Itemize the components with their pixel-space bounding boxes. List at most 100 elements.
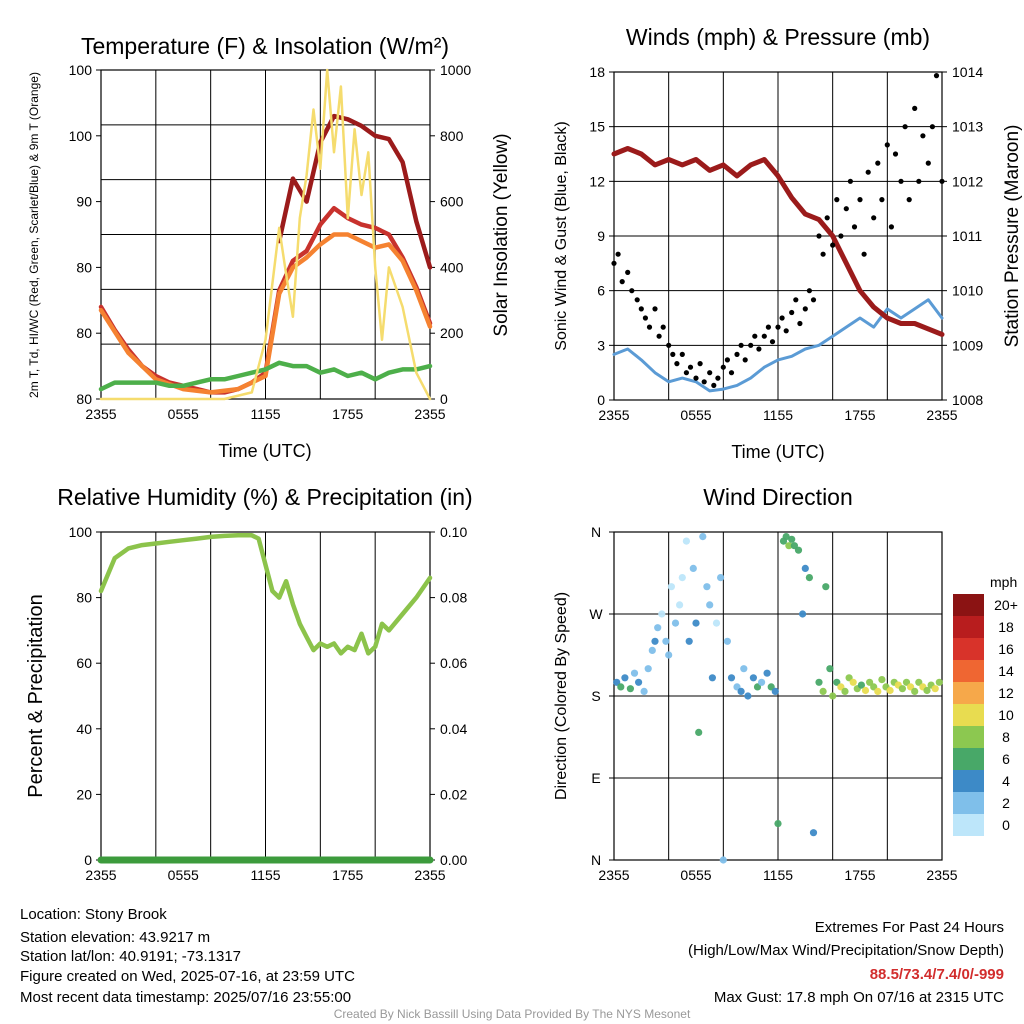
- gust-point: [851, 224, 858, 230]
- gust-point: [898, 178, 904, 184]
- temp-line-td: [98, 360, 433, 392]
- wind-line: [612, 298, 944, 393]
- gust-point: [683, 370, 690, 376]
- dir-point: [695, 728, 703, 737]
- temp-ytick-label: 90: [76, 194, 92, 210]
- legend-label: 4: [1002, 773, 1010, 789]
- gust-point: [834, 197, 840, 203]
- gust-point: [810, 297, 817, 303]
- legend-swatch: [953, 814, 984, 836]
- dir-point: [703, 583, 711, 591]
- gust-point: [806, 288, 813, 294]
- wind-y2tick-label: 1011: [952, 228, 982, 244]
- gust-point: [724, 357, 731, 363]
- dir-point: [841, 687, 849, 696]
- dir-ytick-label: N: [591, 852, 601, 868]
- gust-point: [830, 242, 836, 248]
- temp-line-t9m: [98, 232, 433, 395]
- gust-point: [802, 306, 808, 312]
- gust-point: [920, 133, 926, 139]
- temp-ytick-label: 80: [76, 259, 92, 275]
- wind-ytick-label: 9: [597, 228, 605, 244]
- rh-line: [98, 533, 433, 656]
- gust-point: [687, 364, 694, 370]
- temp-line-solar: [99, 68, 432, 401]
- gust-point: [670, 351, 676, 357]
- temp-xtick-label: 2355: [85, 406, 116, 422]
- dir-point: [898, 685, 907, 693]
- dir-point: [923, 686, 931, 695]
- gust-point: [611, 260, 617, 266]
- dir-points: [613, 533, 943, 864]
- gust-point: [871, 215, 877, 221]
- temp-ylabel: 2m T, Td, HI/WC (Red, Green, Scarlet/Blu…: [27, 72, 41, 398]
- dir-point: [758, 678, 766, 686]
- gust-point: [756, 346, 762, 352]
- dir-point: [699, 533, 707, 541]
- gust-point: [701, 379, 707, 385]
- dir-point: [809, 829, 818, 837]
- wind-y2tick-label: 1012: [952, 173, 983, 189]
- dir-point: [833, 678, 841, 686]
- dir-point: [788, 535, 796, 543]
- legend-label: 2: [1002, 795, 1010, 811]
- dir-point: [708, 674, 717, 682]
- gust-point: [652, 306, 658, 312]
- gust-point: [861, 251, 867, 257]
- gust-point: [906, 197, 912, 203]
- dir-point: [744, 692, 752, 700]
- gust-point: [857, 197, 863, 203]
- gust-point: [748, 342, 754, 348]
- temp-y2tick-label: 0: [440, 391, 448, 407]
- gust-point: [789, 309, 795, 316]
- legend-label: 10: [998, 707, 1014, 723]
- gust-point: [619, 279, 625, 285]
- dir-point: [626, 685, 635, 693]
- wind-xlabel: Time (UTC): [731, 442, 824, 462]
- gust-point: [888, 224, 895, 230]
- info-recent: Most recent data timestamp: 2025/07/16 2…: [20, 989, 352, 1006]
- dir-point: [613, 678, 621, 686]
- gust-point: [642, 315, 649, 321]
- temp-xtick-label: 0555: [168, 406, 199, 422]
- gust-point: [925, 160, 931, 166]
- dir-ytick-label: E: [591, 770, 600, 786]
- gust-point: [783, 328, 789, 334]
- rh-ytick-label: 60: [76, 655, 92, 671]
- gust-point: [797, 320, 803, 327]
- temp-y2tick-label: 600: [440, 194, 464, 210]
- dir-point: [667, 583, 676, 591]
- dir-point: [874, 687, 882, 696]
- wind-title: Winds (mph) & Pressure (mb): [626, 24, 930, 50]
- rh-xtick-label: 1755: [332, 867, 363, 883]
- dir-point: [685, 637, 693, 645]
- dir-point: [774, 820, 782, 828]
- dir-xtick-label: 1155: [763, 867, 793, 883]
- dir-point: [801, 564, 809, 573]
- legend-label: 8: [1002, 729, 1010, 745]
- temp-y2label: Solar Insolation (Yellow): [491, 133, 512, 336]
- gust-point: [902, 124, 908, 130]
- dir-point: [654, 624, 662, 632]
- gust-point: [697, 361, 703, 367]
- dir-point: [717, 574, 725, 582]
- gust-point: [720, 364, 726, 370]
- dir-point: [849, 678, 857, 686]
- wind-xtick-label: 2355: [926, 407, 957, 423]
- legend-swatch: [953, 616, 984, 638]
- legend-swatch: [953, 704, 984, 726]
- rh-y2tick-label: 0.00: [440, 852, 467, 868]
- dir-point: [689, 564, 697, 573]
- gust-point: [711, 382, 717, 388]
- gust-point: [875, 160, 881, 166]
- dir-point: [712, 619, 721, 627]
- rh-y2tick-label: 0.04: [440, 721, 467, 737]
- legend-swatch: [953, 726, 984, 748]
- wind-ytick-label: 15: [589, 119, 605, 135]
- rh-y2tick-label: 0.02: [440, 786, 467, 802]
- dir-point: [878, 676, 886, 684]
- gust-point: [929, 124, 936, 130]
- dir-ytick-label: W: [589, 606, 603, 622]
- gust-point: [820, 251, 826, 257]
- rh-y2tick-label: 0.08: [440, 590, 467, 606]
